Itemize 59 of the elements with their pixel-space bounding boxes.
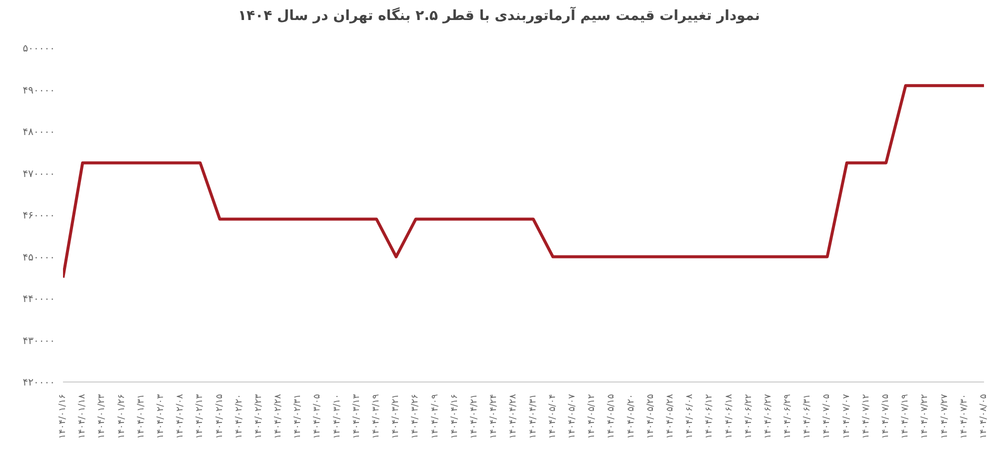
x-tick-label: ۱۴۰۴/۰۶/۲۲ — [744, 394, 754, 439]
x-tick-label: ۱۴۰۴/۰۵/۲۵ — [646, 394, 656, 439]
x-tick-label: ۱۴۰۴/۰۳/۱۳ — [352, 394, 362, 439]
x-tick-label: ۱۴۰۴/۰۴/۲۱ — [470, 394, 480, 439]
y-tick-label: ۴۹۰۰۰۰ — [22, 85, 55, 96]
x-tick-label: ۱۴۰۴/۰۲/۲۳ — [254, 394, 264, 439]
line-series — [63, 84, 984, 280]
x-tick-label: ۱۴۰۴/۰۴/۲۴ — [489, 394, 500, 439]
x-tick-label: ۱۴۰۴/۰۳/۱۹ — [372, 394, 382, 439]
x-tick-label: ۱۴۰۴/۰۳/۱۰ — [332, 394, 342, 439]
y-tick-label: ۴۷۰۰۰۰ — [22, 168, 55, 180]
x-tick-label: ۱۴۰۴/۰۲/۲۰ — [234, 394, 244, 439]
x-tick-label: ۱۴۰۴/۰۳/۰۵ — [312, 394, 323, 439]
x-tick-label: ۱۴۰۴/۰۶/۳۱ — [802, 394, 813, 439]
x-tick-label: ۱۴۰۴/۰۷/۲۷ — [940, 394, 950, 439]
x-tick-label: ۱۴۰۴/۰۲/۲۸ — [274, 394, 284, 439]
x-tick-label: ۱۴۰۴/۰۲/۰۳ — [156, 394, 166, 439]
y-tick-label: ۴۲۰۰۰۰ — [22, 378, 55, 389]
x-tick-label: ۱۴۰۴/۰۷/۰۷ — [842, 394, 852, 439]
chart-title: نمودار تغییرات قیمت سیم آرماتوربندی با قطر ۲.۵ بنگاه تهران در سال ۱۴۰۴ — [236, 8, 762, 26]
y-tick-label: ۴۴۰۰۰۰ — [22, 294, 55, 306]
x-tick-label: ۱۴۰۴/۰۴/۲۸ — [508, 394, 519, 439]
x-tick-label: ۱۴۰۴/۰۲/۱۵ — [214, 394, 225, 439]
x-tick-label: ۱۴۰۴/۰۵/۱۵ — [606, 394, 617, 439]
x-tick-label: ۱۴۰۴/۰۵/۲۸ — [665, 394, 676, 439]
x-tick-label: ۱۴۰۴/۰۲/۱۳ — [195, 394, 206, 439]
x-tick-label: ۱۴۰۴/۰۷/۰۵ — [822, 394, 832, 439]
y-tick-label: ۴۸۰۰۰۰ — [22, 127, 55, 138]
x-tick-label: ۱۴۰۴/۰۱/۲۶ — [116, 394, 127, 439]
x-tick-label: ۱۴۰۴/۰۷/۲۲ — [920, 394, 930, 439]
x-tick-label: ۱۴۰۴/۰۲/۳۱ — [293, 394, 304, 439]
y-tick-label: ۴۳۰۰۰۰ — [22, 336, 55, 347]
x-tick-label: ۱۴۰۴/۰۷/۱۲ — [861, 394, 872, 439]
x-tick-label: ۱۴۰۴/۰۱/۳۱ — [136, 394, 146, 439]
x-tick-label: ۱۴۰۴/۰۶/۲۷ — [763, 394, 774, 439]
x-tick-label: ۱۴۰۴/۰۳/۲۶ — [410, 394, 421, 439]
x-tick-label: ۱۴۰۴/۰۲/۰۸ — [176, 394, 186, 439]
x-tick-label: ۱۴۰۴/۰۷/۳۰ — [959, 394, 970, 439]
x-tick-label: ۱۴۰۴/۰۵/۰۴ — [548, 394, 558, 439]
x-tick-label: ۱۴۰۴/۰۱/۱۸ — [78, 394, 88, 439]
y-tick-label: ۵۰۰۰۰۰ — [22, 44, 55, 55]
x-tick-label: ۱۴۰۴/۰۴/۰۹ — [430, 394, 440, 439]
x-tick-label: ۱۴۰۴/۰۷/۱۹ — [900, 394, 911, 439]
x-tick-label: ۱۴۰۴/۰۶/۰۸ — [685, 394, 696, 439]
x-tick-label: ۱۴۰۴/۰۶/۲۹ — [783, 394, 794, 439]
x-tick-label: ۱۴۰۴/۰۷/۱۵ — [881, 394, 892, 439]
x-tick-label: ۱۴۰۴/۰۵/۲۰ — [626, 394, 636, 439]
y-tick-label: ۴۶۰۰۰۰ — [22, 210, 55, 222]
x-tick-label: ۱۴۰۴/۰۵/۱۲ — [587, 394, 598, 439]
x-tick-label: ۱۴۰۴/۰۱/۱۶ — [58, 394, 68, 439]
x-tick-label: ۱۴۰۴/۰۵/۰۷ — [567, 394, 578, 439]
x-tick-label: ۱۴۰۴/۰۱/۲۳ — [97, 394, 108, 439]
x-tick-label: ۱۴۰۴/۰۴/۱۶ — [450, 394, 460, 439]
x-tick-label: ۱۴۰۴/۰۴/۳۱ — [528, 394, 538, 439]
x-tick-label: ۱۴۰۴/۰۸/۰۵ — [979, 394, 989, 439]
x-tick-label: ۱۴۰۴/۰۶/۱۲ — [704, 394, 715, 439]
x-tick-label: ۱۴۰۴/۰۶/۱۸ — [724, 394, 734, 439]
x-tick-label: ۱۴۰۴/۰۳/۲۱ — [391, 394, 402, 439]
y-tick-label: ۴۵۰۰۰۰ — [22, 252, 55, 264]
